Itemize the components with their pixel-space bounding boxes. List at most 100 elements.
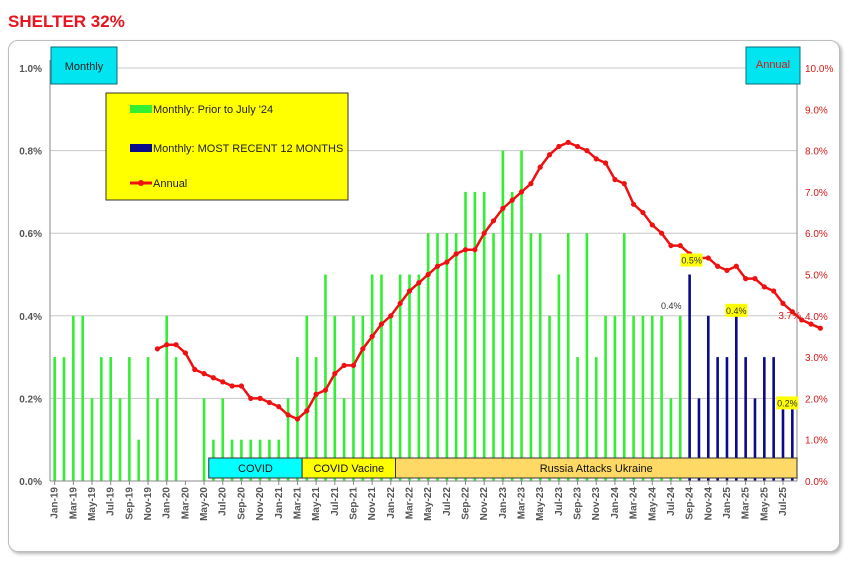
legend-green-swatch: [130, 105, 152, 113]
annual-point: [817, 325, 823, 331]
x-tick-label: Jan-22: [386, 487, 397, 519]
right-tick-label: 2.0%: [805, 394, 828, 405]
axis-labels: 0.0% 0.2% 0.4% 0.6% 0.8% 1.0% 0.0% 1.0% 2.0% 3.0%…: [19, 64, 833, 521]
annual-point: [724, 267, 730, 273]
monthly-bar: [146, 357, 150, 481]
monthly-bar: [109, 357, 112, 481]
event-band: COVID Vacine: [301, 457, 396, 479]
monthly-bar: [426, 233, 430, 481]
monthly-bar: [370, 274, 374, 481]
annual-point: [649, 222, 655, 228]
annual-point: [509, 197, 515, 203]
event-band-box: [394, 457, 798, 479]
x-tick-label: Mar-21: [292, 487, 303, 520]
annual-point: [173, 342, 179, 348]
monthly-bar: [688, 274, 691, 481]
annual-point: [584, 148, 590, 154]
chart-title: SHELTER 32%: [8, 12, 125, 31]
monthly-bar: [156, 398, 159, 481]
monthly-bar: [53, 357, 56, 481]
annotation-label: 0.4%: [661, 301, 682, 311]
x-tick-label: Jan-20: [162, 487, 173, 519]
right-tick-label: 10.0%: [805, 64, 833, 75]
annual-box-label: Annual: [756, 59, 790, 71]
annual-point: [490, 218, 497, 224]
monthly-bar: [408, 274, 411, 481]
annual-point: [453, 251, 459, 257]
monthly-bar: [342, 398, 346, 481]
monthly-bar: [510, 191, 514, 481]
annual-point: [322, 387, 329, 393]
x-tick-label: Mar-19: [68, 487, 79, 520]
monthly-bar: [716, 357, 719, 481]
annual-point: [640, 209, 646, 216]
x-tick-label: Jan-25: [722, 487, 733, 519]
annual-point: [416, 280, 422, 286]
annual-point: [659, 230, 665, 236]
annual-point: [462, 247, 469, 253]
right-tick-label: 3.0%: [805, 353, 828, 364]
annotation-highlight: [680, 253, 703, 267]
x-tick-label: Mar-24: [629, 487, 640, 520]
monthly-bar: [314, 357, 318, 481]
legend-red-label: Annual: [153, 178, 187, 190]
monthly-bar: [650, 315, 654, 481]
monthly-box-label: Monthly: [65, 61, 104, 73]
right-tick-label: 0.0%: [805, 477, 828, 488]
left-tick-label: 0.4%: [19, 312, 42, 323]
x-tick-label: Sep-22: [461, 487, 472, 520]
monthly-bar: [174, 357, 178, 481]
monthly-bar: [398, 274, 402, 481]
annual-point: [388, 313, 394, 319]
monthly-bar: [613, 315, 617, 481]
x-tick-label: May-23: [535, 487, 546, 521]
monthly-bar: [520, 150, 523, 481]
monthly-bar: [501, 150, 505, 481]
annual-point: [528, 181, 534, 187]
x-tick-label: Nov-21: [367, 487, 378, 521]
x-tick-label: Mar-20: [180, 487, 191, 520]
monthly-bar: [100, 357, 103, 481]
legend: Monthly: Prior to July '24 Monthly: MOST…: [105, 92, 349, 201]
monthly-bar: [594, 357, 598, 481]
monthly-bar: [305, 315, 309, 481]
annual-point: [789, 309, 795, 315]
annual-point: [378, 321, 385, 327]
monthly-bar: [118, 398, 122, 481]
monthly-bar: [62, 357, 66, 481]
legend-red-marker: [138, 180, 144, 186]
monthly-bar: [90, 398, 94, 481]
annual-point: [248, 395, 254, 401]
annual-point: [313, 391, 319, 397]
monthly-bar: [473, 191, 477, 481]
left-tick-label: 0.0%: [19, 477, 42, 488]
annual-box: Annual: [745, 46, 801, 85]
monthly-bar: [445, 233, 449, 481]
legend-blue-swatch: [130, 144, 152, 152]
monthly-bar: [697, 398, 701, 481]
monthly-bar: [436, 233, 439, 481]
monthly-bar: [753, 398, 757, 481]
x-tick-label: Sep-23: [573, 487, 584, 520]
x-tick-label: Sep-19: [124, 487, 135, 520]
monthly-bar: [744, 357, 747, 481]
annual-point: [472, 247, 478, 253]
annual-point: [537, 164, 543, 170]
monthly-bar: [641, 315, 645, 481]
x-tick-label: Jul-19: [106, 487, 117, 516]
annual-point: [238, 383, 245, 389]
x-tick-label: Jul-20: [218, 487, 229, 516]
right-tick-label: 6.0%: [805, 229, 828, 240]
x-tick-label: Jan-21: [274, 487, 285, 519]
x-tick-label: Jul-24: [666, 487, 677, 516]
annual-point: [294, 416, 301, 422]
annual-point: [771, 288, 777, 294]
x-tick-label: Nov-23: [591, 487, 602, 521]
annotation-label: 0.5%: [681, 256, 702, 266]
annotation-label: 3.7%: [778, 311, 801, 322]
annual-point: [154, 346, 160, 352]
monthly-bar: [324, 274, 327, 481]
annual-point: [621, 181, 627, 187]
annual-point: [220, 379, 226, 385]
